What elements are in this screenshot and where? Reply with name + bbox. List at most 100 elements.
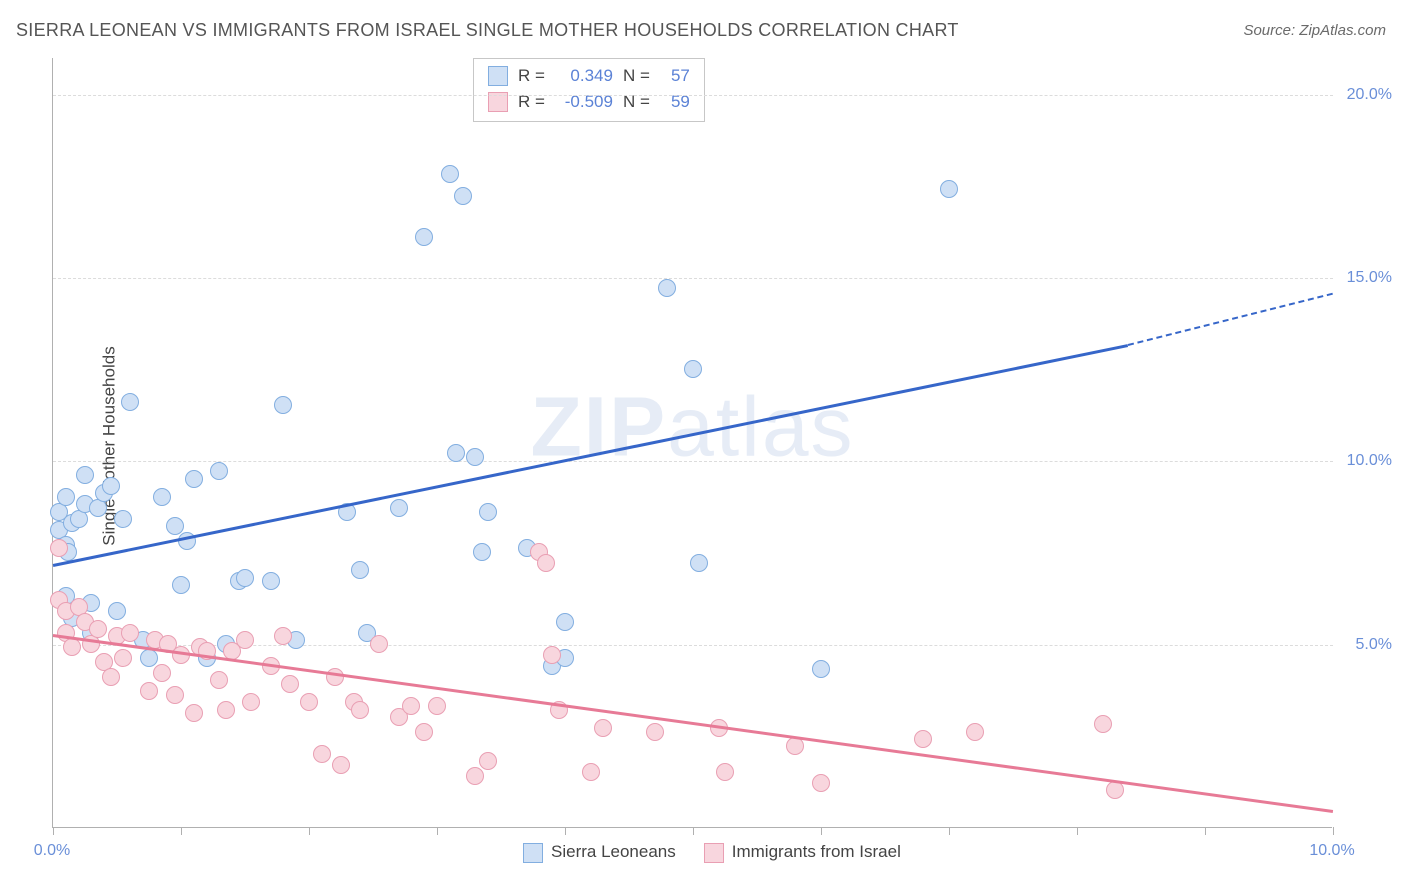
data-point	[684, 360, 702, 378]
data-point	[217, 701, 235, 719]
data-point	[242, 693, 260, 711]
x-tick	[181, 827, 182, 835]
data-point	[543, 646, 561, 664]
data-point	[441, 165, 459, 183]
data-point	[76, 466, 94, 484]
data-point	[210, 671, 228, 689]
data-point	[537, 554, 555, 572]
data-point	[447, 444, 465, 462]
trend-line	[53, 344, 1129, 566]
legend-row-series-a: R = 0.349 N = 57	[488, 63, 690, 89]
data-point	[351, 561, 369, 579]
data-point	[966, 723, 984, 741]
data-point	[402, 697, 420, 715]
plot-area: ZIPatlas R = 0.349 N = 57 R = -0.509 N =…	[52, 58, 1332, 828]
data-point	[274, 627, 292, 645]
data-point	[390, 499, 408, 517]
legend-row-series-b: R = -0.509 N = 59	[488, 89, 690, 115]
data-point	[716, 763, 734, 781]
data-point	[153, 664, 171, 682]
legend-item-a: Sierra Leoneans	[523, 842, 676, 863]
r-value-a: 0.349	[555, 66, 613, 86]
x-tick	[309, 827, 310, 835]
data-point	[166, 517, 184, 535]
data-point	[140, 682, 158, 700]
x-tick	[821, 827, 822, 835]
legend-item-b: Immigrants from Israel	[704, 842, 901, 863]
data-point	[102, 668, 120, 686]
y-tick-label: 10.0%	[1347, 452, 1392, 470]
data-point	[57, 488, 75, 506]
data-point	[210, 462, 228, 480]
source-attribution: Source: ZipAtlas.com	[1243, 22, 1386, 39]
y-tick-label: 15.0%	[1347, 269, 1392, 287]
data-point	[236, 631, 254, 649]
data-point	[332, 756, 350, 774]
data-point	[121, 624, 139, 642]
x-tick-label: 0.0%	[34, 842, 70, 860]
data-point	[281, 675, 299, 693]
y-tick-label: 5.0%	[1356, 636, 1392, 654]
correlation-legend: R = 0.349 N = 57 R = -0.509 N = 59	[473, 58, 705, 122]
data-point	[153, 488, 171, 506]
x-tick	[1077, 827, 1078, 835]
swatch-series-b-icon	[704, 843, 724, 863]
data-point	[172, 576, 190, 594]
data-point	[473, 543, 491, 561]
data-point	[313, 745, 331, 763]
correlation-chart: SIERRA LEONEAN VS IMMIGRANTS FROM ISRAEL…	[0, 0, 1406, 892]
trend-line	[53, 634, 1333, 812]
data-point	[114, 510, 132, 528]
data-point	[166, 686, 184, 704]
data-point	[415, 228, 433, 246]
x-tick	[53, 827, 54, 835]
data-point	[185, 704, 203, 722]
x-tick	[693, 827, 694, 835]
data-point	[415, 723, 433, 741]
data-point	[326, 668, 344, 686]
data-point	[594, 719, 612, 737]
swatch-series-a	[488, 66, 508, 86]
x-tick-label: 10.0%	[1309, 842, 1354, 860]
series-legend: Sierra Leoneans Immigrants from Israel	[523, 842, 901, 863]
data-point	[185, 470, 203, 488]
data-point	[479, 752, 497, 770]
data-point	[658, 279, 676, 297]
data-point	[236, 569, 254, 587]
data-point	[914, 730, 932, 748]
data-point	[50, 539, 68, 557]
x-tick	[949, 827, 950, 835]
data-point	[940, 180, 958, 198]
data-point	[351, 701, 369, 719]
data-point	[466, 448, 484, 466]
data-point	[646, 723, 664, 741]
data-point	[370, 635, 388, 653]
x-tick	[1205, 827, 1206, 835]
data-point	[479, 503, 497, 521]
trend-line	[1128, 293, 1333, 346]
gridline	[53, 278, 1333, 279]
data-point	[466, 767, 484, 785]
data-point	[108, 602, 126, 620]
data-point	[812, 660, 830, 678]
data-point	[274, 396, 292, 414]
data-point	[114, 649, 132, 667]
data-point	[89, 620, 107, 638]
n-value-a: 57	[660, 66, 690, 86]
data-point	[812, 774, 830, 792]
data-point	[63, 638, 81, 656]
data-point	[300, 693, 318, 711]
x-tick	[437, 827, 438, 835]
gridline	[53, 461, 1333, 462]
data-point	[102, 477, 120, 495]
data-point	[428, 697, 446, 715]
data-point	[140, 649, 158, 667]
swatch-series-a-icon	[523, 843, 543, 863]
data-point	[582, 763, 600, 781]
data-point	[1094, 715, 1112, 733]
data-point	[1106, 781, 1124, 799]
data-point	[556, 613, 574, 631]
data-point	[262, 572, 280, 590]
x-tick	[565, 827, 566, 835]
data-point	[690, 554, 708, 572]
